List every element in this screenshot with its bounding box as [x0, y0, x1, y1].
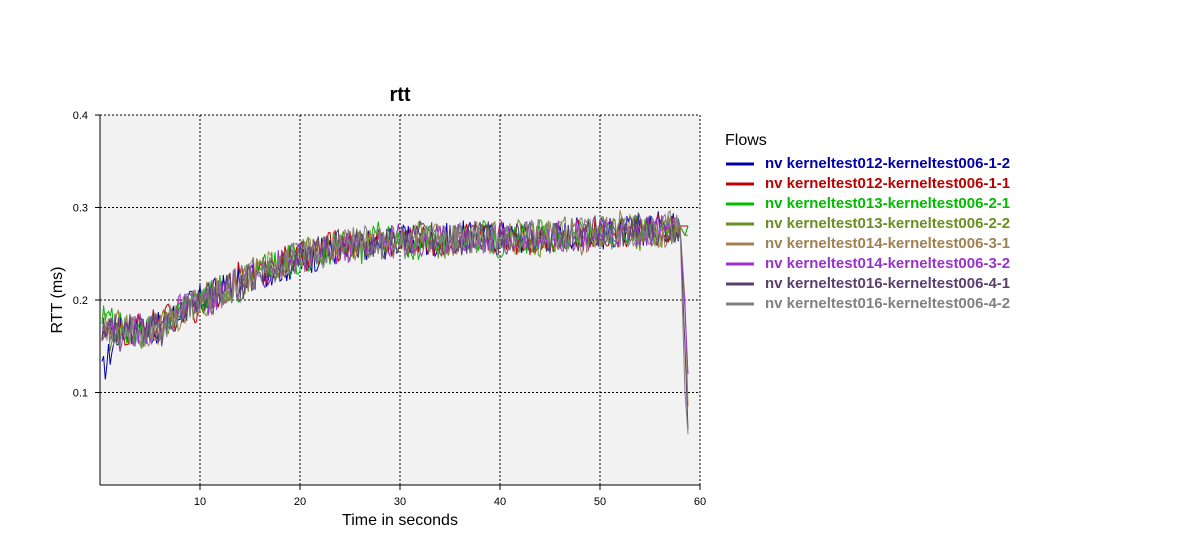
y-tick-label: 0.4	[73, 110, 88, 122]
y-tick-label: 0.1	[73, 388, 88, 400]
legend-entry: nv kerneltest016-kerneltest006-4-1	[765, 275, 1010, 292]
x-tick-label: 20	[294, 496, 306, 508]
x-tick-label: 30	[394, 496, 406, 508]
x-tick-label: 60	[694, 496, 706, 508]
legend-entry: nv kerneltest013-kerneltest006-2-2	[765, 215, 1010, 232]
y-tick-label: 0.3	[73, 203, 88, 215]
legend-entry: nv kerneltest014-kerneltest006-3-1	[765, 235, 1010, 252]
chart-title: rtt	[389, 84, 410, 106]
x-axis-ticks: 10 20 30 40 50 60	[194, 485, 706, 508]
x-axis-label: Time in seconds	[342, 512, 458, 529]
y-axis-label: RTT (ms)	[49, 267, 66, 334]
legend-entry: nv kerneltest013-kerneltest006-2-1	[765, 195, 1010, 212]
legend-entry: nv kerneltest016-kerneltest006-4-2	[765, 295, 1010, 312]
y-tick-label: 0.2	[73, 295, 88, 307]
series-lines	[101, 209, 689, 435]
legend-title: Flows	[725, 132, 767, 149]
legend-entry: nv kerneltest012-kerneltest006-1-2	[765, 155, 1010, 172]
series-line	[101, 209, 689, 435]
x-tick-label: 40	[494, 496, 506, 508]
y-axis-ticks: 0.1 0.2 0.3 0.4	[73, 110, 100, 400]
x-tick-label: 10	[194, 496, 206, 508]
x-tick-label: 50	[594, 496, 606, 508]
legend-entry: nv kerneltest012-kerneltest006-1-1	[765, 175, 1010, 192]
legend-entry: nv kerneltest014-kerneltest006-3-2	[765, 255, 1010, 272]
legend: Flows nv kerneltest012-kerneltest006-1-2…	[725, 132, 1010, 312]
